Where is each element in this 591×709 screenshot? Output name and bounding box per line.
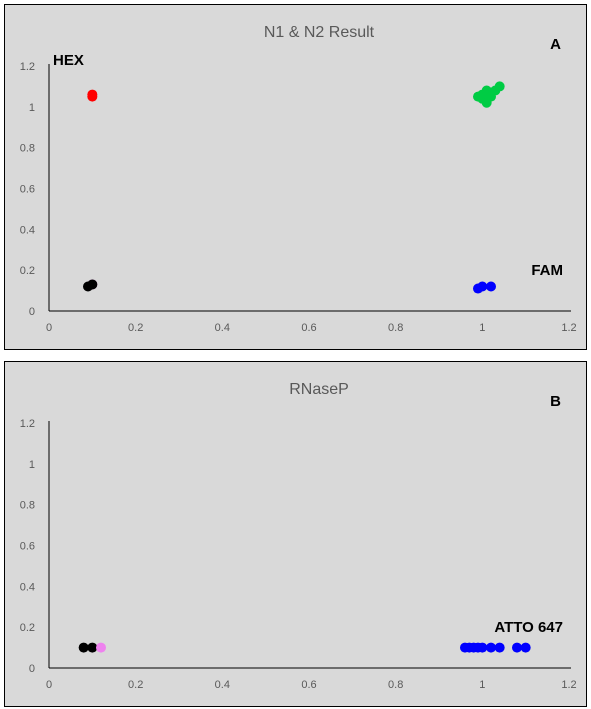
- chart-a-x-tick-label: 0: [46, 322, 52, 334]
- chart-b-data-point: [512, 642, 522, 653]
- chart-panel-b: 0 0.2 0.4 0.6 0.8 1 1.2 0 0.2 0.4 0.6 0.8 1 1.2 RNaseP…: [4, 361, 587, 707]
- chart-a-data-point: [87, 89, 98, 100]
- chart-a-y-tick-label: 0.6: [20, 184, 35, 196]
- chart-a-data-point: [494, 81, 505, 92]
- chart-b-y-tick-label: 0: [29, 663, 35, 675]
- chart-a-y-tick-label: 1.2: [20, 61, 35, 73]
- chart-b-y-tick-label: 1: [29, 459, 35, 471]
- chart-b-data-point: [78, 642, 89, 653]
- chart-a-y-tick-label: 0.2: [20, 265, 35, 277]
- chart-b-data-point: [486, 642, 496, 653]
- chart-b-x-tick-label: 1.2: [561, 679, 576, 691]
- chart-a-x-tick-label: 0.8: [388, 322, 403, 334]
- chart-b-y-tick-label: 0.2: [20, 622, 35, 634]
- chart-b-annotation-atto-647: ATTO 647: [494, 619, 563, 636]
- chart-a-annotation-hex: HEX: [53, 52, 84, 69]
- chart-a-y-tick-label: 1: [29, 102, 35, 114]
- chart-b-x-tick-label: 0.4: [215, 679, 230, 691]
- chart-a-y-tick-label: 0.4: [20, 224, 35, 236]
- chart-b-chart-title: RNaseP: [289, 381, 349, 398]
- chart-a-data-point: [87, 279, 98, 290]
- chart-a-chart-title: N1 & N2 Result: [264, 24, 375, 41]
- chart-b-x-tick-label: 0: [46, 679, 52, 691]
- chart-b-data-point: [520, 642, 531, 653]
- chart-a-x-tick-label: 1.2: [561, 322, 576, 334]
- chart-a-x-tick-label: 0.4: [215, 322, 230, 334]
- chart-a-y-tick-label: 0: [29, 306, 35, 318]
- chart-b-x-tick-label: 0.2: [128, 679, 143, 691]
- chart-a-data-point: [486, 281, 496, 292]
- chart-b-y-tick-label: 1.2: [20, 418, 35, 430]
- chart-b-data-point: [494, 642, 505, 653]
- chart-a-x-tick-label: 1: [479, 322, 485, 334]
- scatter-chart-b: 0 0.2 0.4 0.6 0.8 1 1.2 0 0.2 0.4 0.6 0.8 1 1.2 RNaseP…: [20, 381, 577, 691]
- chart-a-data-point: [477, 281, 488, 292]
- chart-b-x-tick-label: 1: [479, 679, 485, 691]
- chart-b-data-point: [96, 642, 106, 653]
- chart-b-panel-label: B: [550, 393, 561, 410]
- chart-b-data-point: [87, 642, 98, 653]
- chart-b-y-tick-label: 0.4: [20, 581, 35, 593]
- chart-a-x-tick-label: 0.2: [128, 322, 143, 334]
- chart-b-x-tick-label: 0.8: [388, 679, 403, 691]
- scatter-chart-a: 0 0.2 0.4 0.6 0.8 1 1.2 0 0.2 0.4 0.6 0.8 1 1.2 N1 & N…: [20, 24, 577, 334]
- chart-b-y-tick-label: 0.8: [20, 500, 35, 512]
- chart-panel-a: 0 0.2 0.4 0.6 0.8 1 1.2 0 0.2 0.4 0.6 0.8 1 1.2 N1 & N…: [4, 4, 587, 350]
- chart-a-y-tick-label: 0.8: [20, 143, 35, 155]
- chart-a-data-point: [481, 97, 492, 108]
- chart-a-x-tick-label: 0.6: [301, 322, 316, 334]
- chart-b-data-point: [477, 642, 488, 653]
- chart-b-x-tick-label: 0.6: [301, 679, 316, 691]
- chart-b-y-tick-label: 0.6: [20, 541, 35, 553]
- chart-a-annotation-fam: FAM: [531, 262, 563, 279]
- chart-a-panel-label: A: [550, 36, 561, 53]
